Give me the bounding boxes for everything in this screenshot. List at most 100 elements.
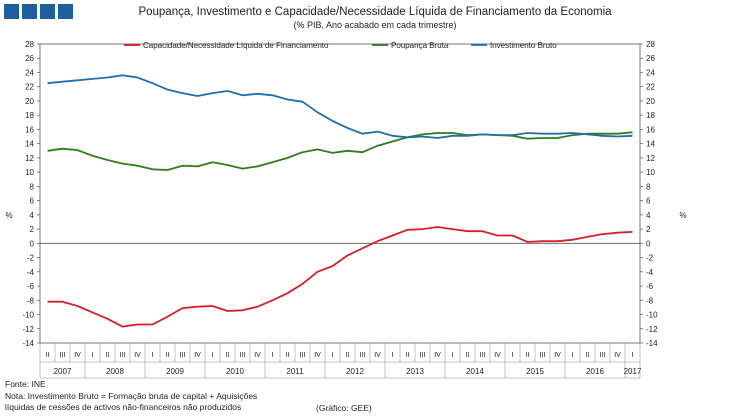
legend-label-2: Poupança Bruta (391, 41, 449, 50)
quarter-tick-label: II (346, 352, 350, 359)
y-tick-label-right: 14 (646, 140, 655, 149)
legend-label-1: Capacidade/Necessidade Líquida de Financ… (143, 41, 329, 50)
year-label: 2016 (586, 367, 604, 376)
quarter-tick-label: I (632, 352, 634, 359)
year-label: 2010 (226, 367, 244, 376)
y-axis-label-left: % (5, 211, 12, 220)
y-tick-label-left: 6 (30, 197, 35, 206)
quarter-tick-label: I (512, 352, 514, 359)
y-tick-label-left: 0 (30, 239, 35, 248)
quarter-tick-label: II (286, 352, 290, 359)
quarter-tick-label: I (152, 352, 154, 359)
y-tick-label-right: 8 (646, 182, 651, 191)
y-tick-label-right: 0 (646, 239, 651, 248)
y-tick-label-right: 4 (646, 211, 651, 220)
y-tick-label-left: -14 (22, 339, 34, 348)
y-tick-label-right: 20 (646, 97, 655, 106)
year-label: 2009 (166, 367, 184, 376)
quarter-tick-label: I (92, 352, 94, 359)
y-tick-label-right: 26 (646, 54, 655, 63)
chart-title: Poupança, Investimento e Capacidade/Nece… (138, 6, 612, 18)
y-tick-label-right: -8 (646, 296, 654, 305)
quarter-tick-label: IV (614, 352, 621, 359)
y-tick-label-left: -6 (27, 282, 35, 291)
y-tick-label-right: 16 (646, 125, 655, 134)
year-label: 2012 (346, 367, 364, 376)
quarter-tick-label: III (60, 352, 66, 359)
quarter-tick-label: II (466, 352, 470, 359)
quarter-tick-label: IV (554, 352, 561, 359)
quarter-tick-label: III (300, 352, 306, 359)
plot-frame (39, 43, 641, 344)
quarter-tick-label: IV (254, 352, 261, 359)
y-tick-label-right: -4 (646, 268, 654, 277)
quarter-tick-label: IV (194, 352, 201, 359)
y-tick-label-right: 6 (646, 197, 651, 206)
quarter-tick-label: I (452, 352, 454, 359)
quarter-tick-label: IV (434, 352, 441, 359)
quarter-tick-label: II (46, 352, 50, 359)
y-tick-label-right: -12 (646, 325, 658, 334)
y-tick-label-left: 22 (25, 83, 34, 92)
quarter-tick-label: III (180, 352, 186, 359)
legend-label-3: Investimento Bruto (490, 41, 557, 50)
y-tick-label-right: -2 (646, 254, 654, 263)
quarter-tick-label: IV (374, 352, 381, 359)
y-tick-label-left: 8 (30, 182, 35, 191)
quarter-tick-label: I (212, 352, 214, 359)
y-tick-label-right: 18 (646, 111, 655, 120)
year-label: 2007 (54, 367, 72, 376)
y-tick-label-right: 22 (646, 83, 655, 92)
logo-square (58, 4, 73, 19)
y-tick-label-right: 24 (646, 68, 655, 77)
quarter-tick-label: II (106, 352, 110, 359)
y-tick-label-right: 10 (646, 168, 655, 177)
y-tick-label-left: 26 (25, 54, 34, 63)
quarter-tick-label: I (572, 352, 574, 359)
y-tick-label-left: -12 (22, 325, 34, 334)
year-label: 2013 (406, 367, 424, 376)
series-line-2 (47, 131, 633, 171)
y-tick-label-left: -8 (27, 296, 35, 305)
y-tick-label-left: 16 (25, 125, 34, 134)
quarter-tick-label: I (272, 352, 274, 359)
definition-note-line-1: Nota: Investimento Bruto = Formação brut… (5, 391, 258, 401)
year-label: 2008 (106, 367, 124, 376)
y-tick-label-left: 18 (25, 111, 34, 120)
quarter-tick-label: III (240, 352, 246, 359)
y-tick-label-left: 2 (30, 225, 35, 234)
y-tick-label-left: -4 (27, 268, 35, 277)
quarter-tick-label: IV (314, 352, 321, 359)
chart-subtitle: (% PIB, Ano acabado em cada trimestre) (293, 20, 457, 30)
logo-square (4, 4, 19, 19)
year-label: 2015 (526, 367, 544, 376)
quarter-tick-label: I (392, 352, 394, 359)
y-tick-label-left: 4 (30, 211, 35, 220)
quarter-tick-label: II (526, 352, 530, 359)
source-note: Fonte: INE (5, 379, 46, 389)
y-tick-label-left: -10 (22, 311, 34, 320)
quarter-tick-label: III (540, 352, 546, 359)
quarter-tick-label: II (586, 352, 590, 359)
y-tick-label-right: -10 (646, 311, 658, 320)
quarter-tick-label: III (420, 352, 426, 359)
chart-credit: (Gráfico: GEE) (316, 403, 372, 413)
quarter-tick-label: III (600, 352, 606, 359)
y-tick-label-left: -2 (27, 254, 35, 263)
y-tick-label-right: 28 (646, 40, 655, 49)
quarter-tick-label: III (360, 352, 366, 359)
y-tick-label-right: -14 (646, 339, 658, 348)
quarter-tick-label: IV (494, 352, 501, 359)
y-tick-label-left: 12 (25, 154, 34, 163)
logo-square (40, 4, 55, 19)
y-tick-label-right: -6 (646, 282, 654, 291)
quarter-tick-label: II (406, 352, 410, 359)
definition-note-line-2: líquidas de cessões de activos não-finan… (5, 402, 242, 412)
quarter-tick-label: II (166, 352, 170, 359)
y-tick-label-right: 2 (646, 225, 651, 234)
year-label: 2017 (624, 367, 642, 376)
series-line-1 (47, 226, 633, 328)
series-line-3 (47, 74, 633, 139)
quarter-tick-label: III (480, 352, 486, 359)
